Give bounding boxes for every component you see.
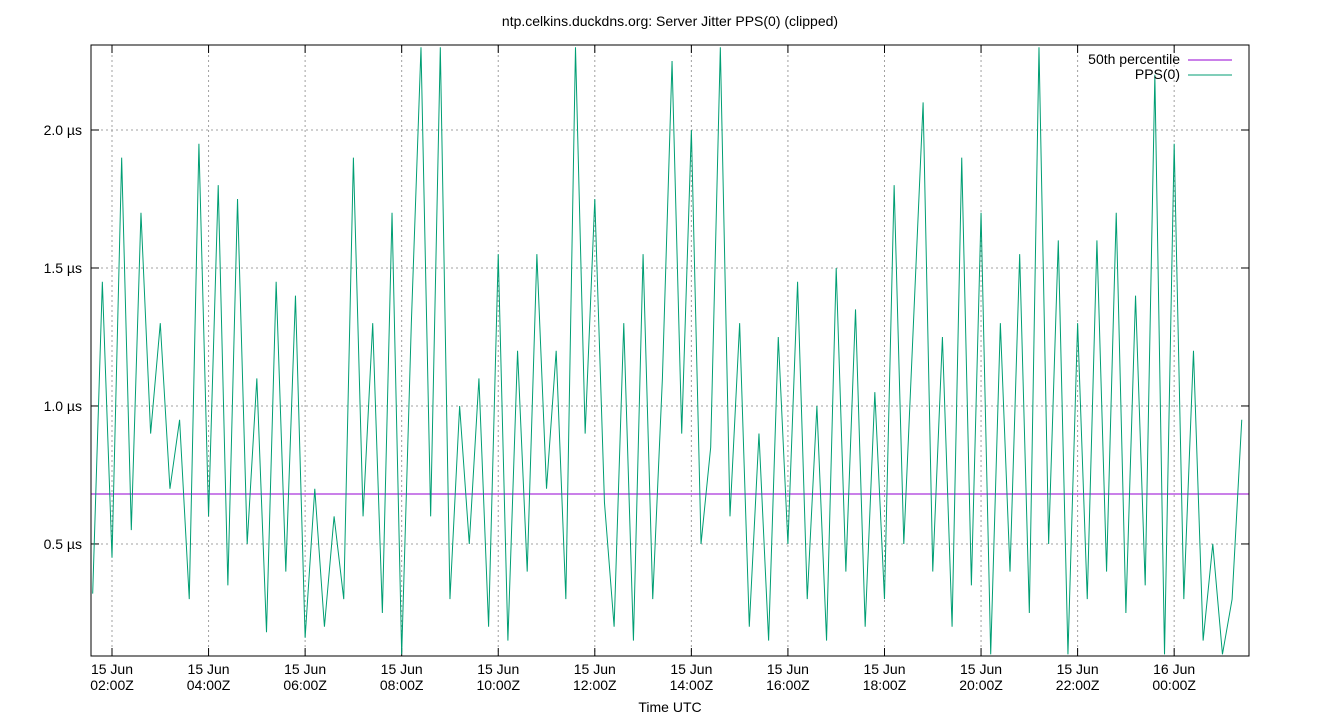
x-tick-label: 15 Jun 06:00Z <box>283 661 327 693</box>
x-tick-label: 15 Jun 10:00Z <box>476 661 520 693</box>
series-line <box>92 47 1243 655</box>
y-tick-label: 1.5 µs <box>44 260 82 276</box>
x-tick-label: 15 Jun 16:00Z <box>766 661 810 693</box>
y-tick-label: 2.0 µs <box>44 122 82 138</box>
plot-frame <box>90 44 1250 657</box>
x-tick-label: 15 Jun 12:00Z <box>573 661 617 693</box>
chart-title: ntp.celkins.duckdns.org: Server Jitter P… <box>502 13 838 29</box>
x-tick-label: 16 Jun 00:00Z <box>1152 661 1196 693</box>
y-tick-label: 1.0 µs <box>44 398 82 414</box>
x-tick-label: 15 Jun 14:00Z <box>670 661 714 693</box>
x-tick-label: 15 Jun 08:00Z <box>380 661 424 693</box>
x-tick-label: 15 Jun 20:00Z <box>959 661 1003 693</box>
x-axis-label: Time UTC <box>638 699 701 715</box>
x-tick-label: 15 Jun 18:00Z <box>863 661 907 693</box>
legend-label: 50th percentile <box>1088 51 1180 67</box>
y-tick-label: 0.5 µs <box>44 536 82 552</box>
x-tick-label: 15 Jun 22:00Z <box>1056 661 1100 693</box>
x-tick-label: 15 Jun 04:00Z <box>187 661 231 693</box>
plot-area <box>91 47 1249 655</box>
x-tick-label: 15 Jun 02:00Z <box>90 661 134 693</box>
legend-label: PPS(0) <box>1135 66 1180 82</box>
